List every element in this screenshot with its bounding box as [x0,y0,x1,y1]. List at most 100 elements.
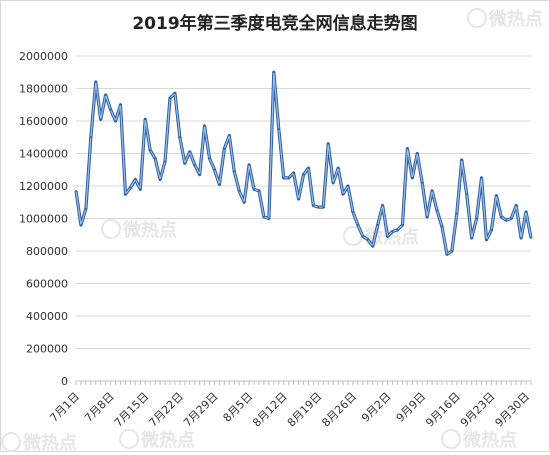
data-point [357,224,359,226]
watermark-text: 微热点 [141,430,195,451]
y-tick-label: 1600000 [19,115,68,128]
series-line [75,71,532,255]
data-point [263,215,265,218]
y-tick-label: 0 [61,375,68,388]
data-point [421,181,424,184]
watermark-text: 微热点 [123,220,177,241]
data-point [109,108,112,111]
data-point [277,128,280,131]
data-point [431,189,433,192]
data-point [99,118,102,121]
data-point [525,211,527,213]
watermark-bottom-right: 微热点 [441,426,517,452]
data-point [337,167,340,170]
gridlines [76,55,531,349]
data-point [332,181,335,184]
data-point [154,157,157,160]
data-point [139,188,142,191]
data-point [188,150,191,153]
data-point [312,204,315,207]
x-tick-label: 7月1日 [47,390,82,425]
watermark-logo-icon [119,429,139,449]
watermark-text: 微热点 [23,433,77,454]
data-point [327,142,330,145]
x-tick-label: 8月26日 [319,390,359,430]
data-point [446,253,448,256]
data-point [475,217,478,220]
data-point [119,103,122,106]
data-point [272,71,275,74]
watermark-logo-icon [101,219,121,239]
data-point [307,167,310,170]
data-point [302,173,305,176]
data-point [149,149,152,152]
y-tick-label: 2000000 [19,50,68,63]
data-point [505,219,508,222]
data-point [208,157,211,160]
watermark-left: 微热点 [101,216,177,242]
data-point [238,189,241,192]
data-point [495,194,498,197]
data-point [292,172,295,174]
watermark-logo-icon [1,432,21,452]
data-point [391,230,394,233]
x-tick-label: 9月23日 [458,390,498,430]
data-point [80,224,82,226]
data-point [455,212,458,215]
data-point [89,136,92,139]
x-tick-label: 9月16日 [423,390,463,430]
data-point [178,136,181,139]
x-tick-label: 7月22日 [146,390,186,430]
x-tick-label: 9月30日 [493,390,533,430]
data-point [441,225,443,228]
chart-title: 2019年第三季度电竞全网信息走势图 [132,14,418,34]
data-point [347,185,349,187]
data-point [366,238,369,241]
data-point [317,206,320,209]
y-tick-label: 1800000 [19,83,68,96]
x-tick-label: 7月15日 [112,390,152,430]
data-point [352,211,354,213]
data-point [460,159,463,161]
data-point [465,193,468,196]
data-point [258,189,260,192]
data-point [480,176,483,179]
data-point [248,163,250,166]
x-tick-label: 9月2日 [359,390,394,425]
data-point [253,188,255,191]
data-point [371,245,374,248]
watermark-logo-icon [467,8,487,28]
watermark-text: 微热点 [463,430,517,451]
data-point [401,224,404,226]
watermark-bottom-center: 微热点 [119,426,195,452]
data-point [114,120,117,122]
y-tick-label: 1200000 [19,180,68,193]
watermark-top-right: 微热点 [467,5,543,31]
data-point [94,81,97,83]
data-point [134,178,137,181]
data-point [376,224,379,226]
data-point [426,215,429,218]
data-point [342,193,344,196]
data-point [510,217,513,220]
watermark-text: 微热点 [365,227,419,248]
data-point [470,237,473,239]
data-point [169,97,171,100]
x-tick-label: 8月12日 [250,390,290,430]
data-point [322,206,325,209]
data-point [218,183,221,186]
data-point [129,186,132,189]
data-point [520,237,523,239]
data-point [228,134,231,137]
data-point [287,176,290,179]
data-point [485,238,488,241]
x-tick-label: 7月29日 [181,390,221,430]
data-point [144,118,147,121]
y-axis: 0 200000 400000 600000 800000 1000000 1200000 1… [19,50,68,388]
data-point [406,147,409,150]
data-point [500,215,503,218]
data-point [411,176,414,179]
y-tick-label: 1400000 [19,148,68,161]
data-point [490,228,493,231]
data-point [183,162,186,165]
